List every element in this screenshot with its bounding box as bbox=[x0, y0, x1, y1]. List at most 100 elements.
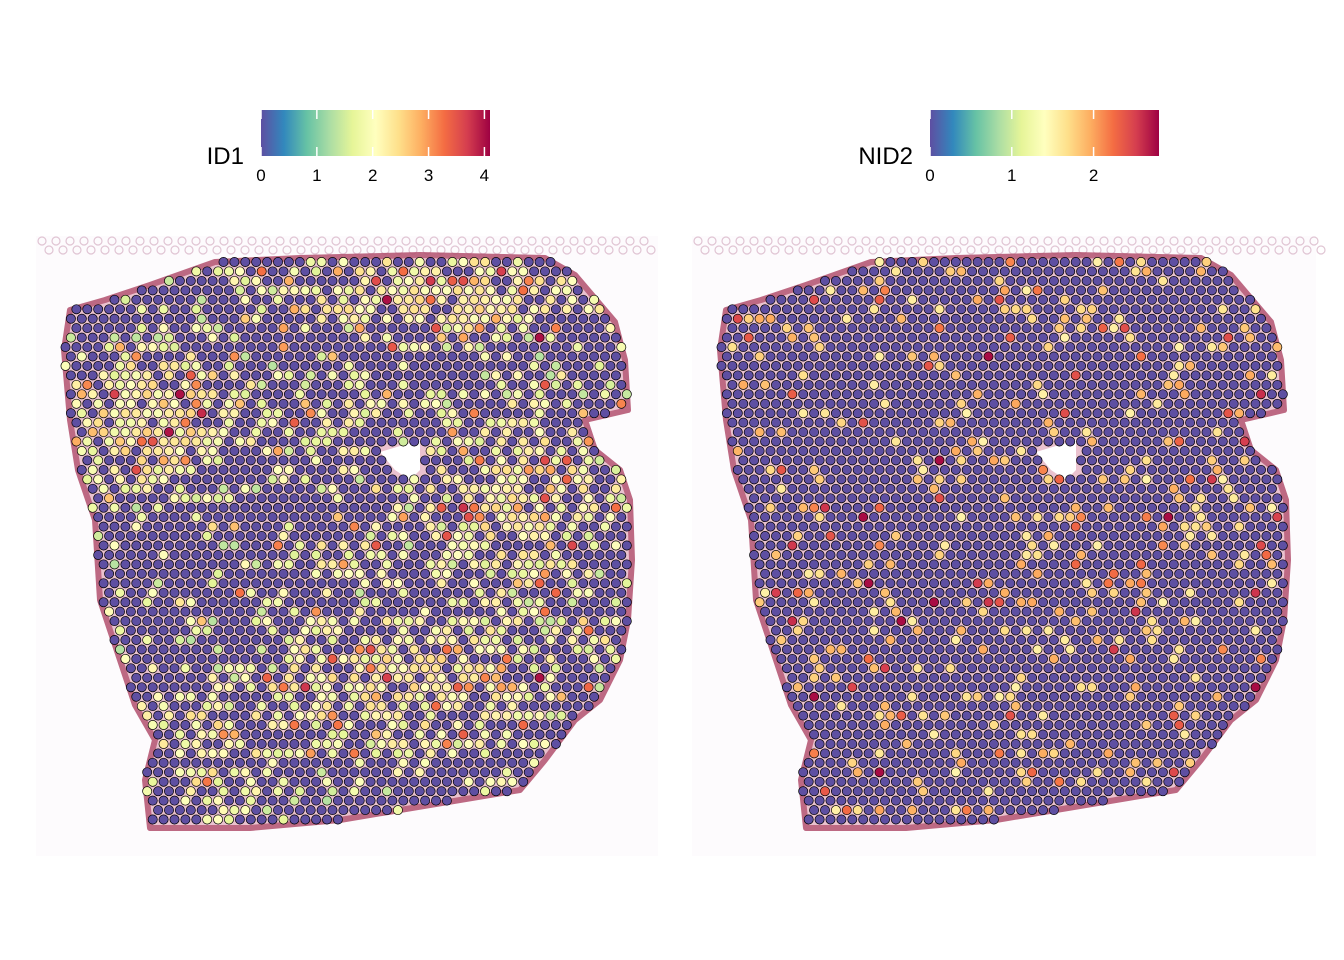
spot bbox=[1059, 635, 1070, 645]
spot bbox=[202, 682, 213, 693]
spot bbox=[441, 795, 452, 806]
spot bbox=[196, 729, 207, 740]
spot bbox=[169, 323, 180, 334]
spot bbox=[885, 578, 896, 589]
spot bbox=[972, 559, 983, 570]
spot bbox=[787, 502, 798, 513]
spot bbox=[392, 672, 403, 683]
spot bbox=[300, 587, 311, 598]
spot bbox=[1228, 285, 1239, 296]
spot bbox=[1190, 275, 1201, 286]
spot bbox=[245, 323, 256, 334]
spot bbox=[749, 531, 760, 541]
spot bbox=[311, 455, 322, 466]
spot bbox=[251, 578, 262, 589]
spot bbox=[436, 502, 447, 513]
spot bbox=[945, 455, 956, 466]
fiducial-dot bbox=[1309, 236, 1319, 246]
spot bbox=[153, 313, 164, 324]
spot bbox=[732, 464, 743, 475]
spot bbox=[191, 550, 202, 560]
spot bbox=[1185, 342, 1196, 353]
spot bbox=[978, 285, 988, 296]
spot bbox=[852, 672, 863, 683]
spot bbox=[420, 625, 431, 636]
spot bbox=[518, 417, 529, 428]
spot bbox=[382, 502, 392, 513]
spot bbox=[147, 701, 158, 712]
fiducial-dot bbox=[903, 236, 913, 246]
spot bbox=[1092, 313, 1103, 324]
spot bbox=[994, 389, 1005, 400]
spot bbox=[501, 748, 512, 759]
spot bbox=[1212, 370, 1223, 381]
spot bbox=[1130, 644, 1141, 655]
spot bbox=[305, 275, 316, 286]
spot bbox=[907, 635, 918, 645]
spot bbox=[988, 285, 999, 296]
fiducial-dot bbox=[1211, 236, 1221, 246]
spot bbox=[262, 767, 273, 778]
spot bbox=[600, 616, 610, 627]
spot bbox=[125, 360, 136, 371]
spot bbox=[147, 814, 158, 825]
spot bbox=[1087, 625, 1097, 636]
spot bbox=[327, 446, 338, 456]
spot bbox=[491, 767, 501, 778]
spot bbox=[1114, 483, 1125, 494]
spot bbox=[164, 332, 174, 343]
spot bbox=[556, 521, 567, 532]
spot bbox=[529, 531, 540, 541]
spot bbox=[507, 568, 518, 579]
spot bbox=[1152, 436, 1163, 447]
spot bbox=[798, 672, 809, 683]
spot bbox=[809, 597, 820, 608]
spot bbox=[174, 710, 185, 721]
spot bbox=[1097, 304, 1108, 315]
spot bbox=[972, 464, 983, 475]
spot bbox=[142, 370, 153, 381]
spot bbox=[501, 446, 512, 456]
spot bbox=[93, 379, 104, 390]
spot bbox=[327, 710, 338, 721]
spot bbox=[327, 729, 338, 740]
fiducial-dot bbox=[576, 245, 586, 255]
spot bbox=[863, 597, 874, 608]
spot bbox=[245, 436, 256, 447]
spot bbox=[289, 568, 300, 579]
spot bbox=[501, 427, 512, 438]
spot bbox=[1223, 597, 1234, 608]
spot bbox=[414, 389, 425, 400]
spot bbox=[1076, 266, 1087, 277]
spot bbox=[349, 691, 360, 702]
spot bbox=[491, 294, 501, 305]
spot bbox=[841, 389, 852, 400]
spot bbox=[994, 257, 1005, 267]
spot bbox=[550, 493, 561, 504]
spot bbox=[820, 672, 830, 683]
spot bbox=[1212, 483, 1223, 494]
spot bbox=[371, 805, 382, 816]
spot bbox=[836, 587, 847, 598]
spot bbox=[322, 701, 332, 712]
spot bbox=[414, 578, 425, 589]
spot bbox=[1054, 587, 1065, 598]
spot bbox=[343, 304, 354, 315]
spot bbox=[589, 502, 600, 513]
spot bbox=[529, 342, 540, 353]
spot bbox=[1250, 531, 1261, 541]
spot bbox=[1168, 294, 1179, 305]
spot bbox=[169, 682, 180, 693]
spot bbox=[1190, 294, 1201, 305]
spot bbox=[578, 446, 589, 456]
spot bbox=[978, 266, 988, 277]
spot bbox=[387, 739, 398, 749]
spot bbox=[1070, 294, 1081, 305]
spot bbox=[1168, 464, 1179, 475]
spot bbox=[1179, 559, 1190, 570]
spot bbox=[540, 512, 550, 523]
spot bbox=[1059, 502, 1070, 513]
spot bbox=[349, 351, 360, 362]
spot bbox=[115, 436, 125, 447]
spot bbox=[256, 323, 267, 334]
